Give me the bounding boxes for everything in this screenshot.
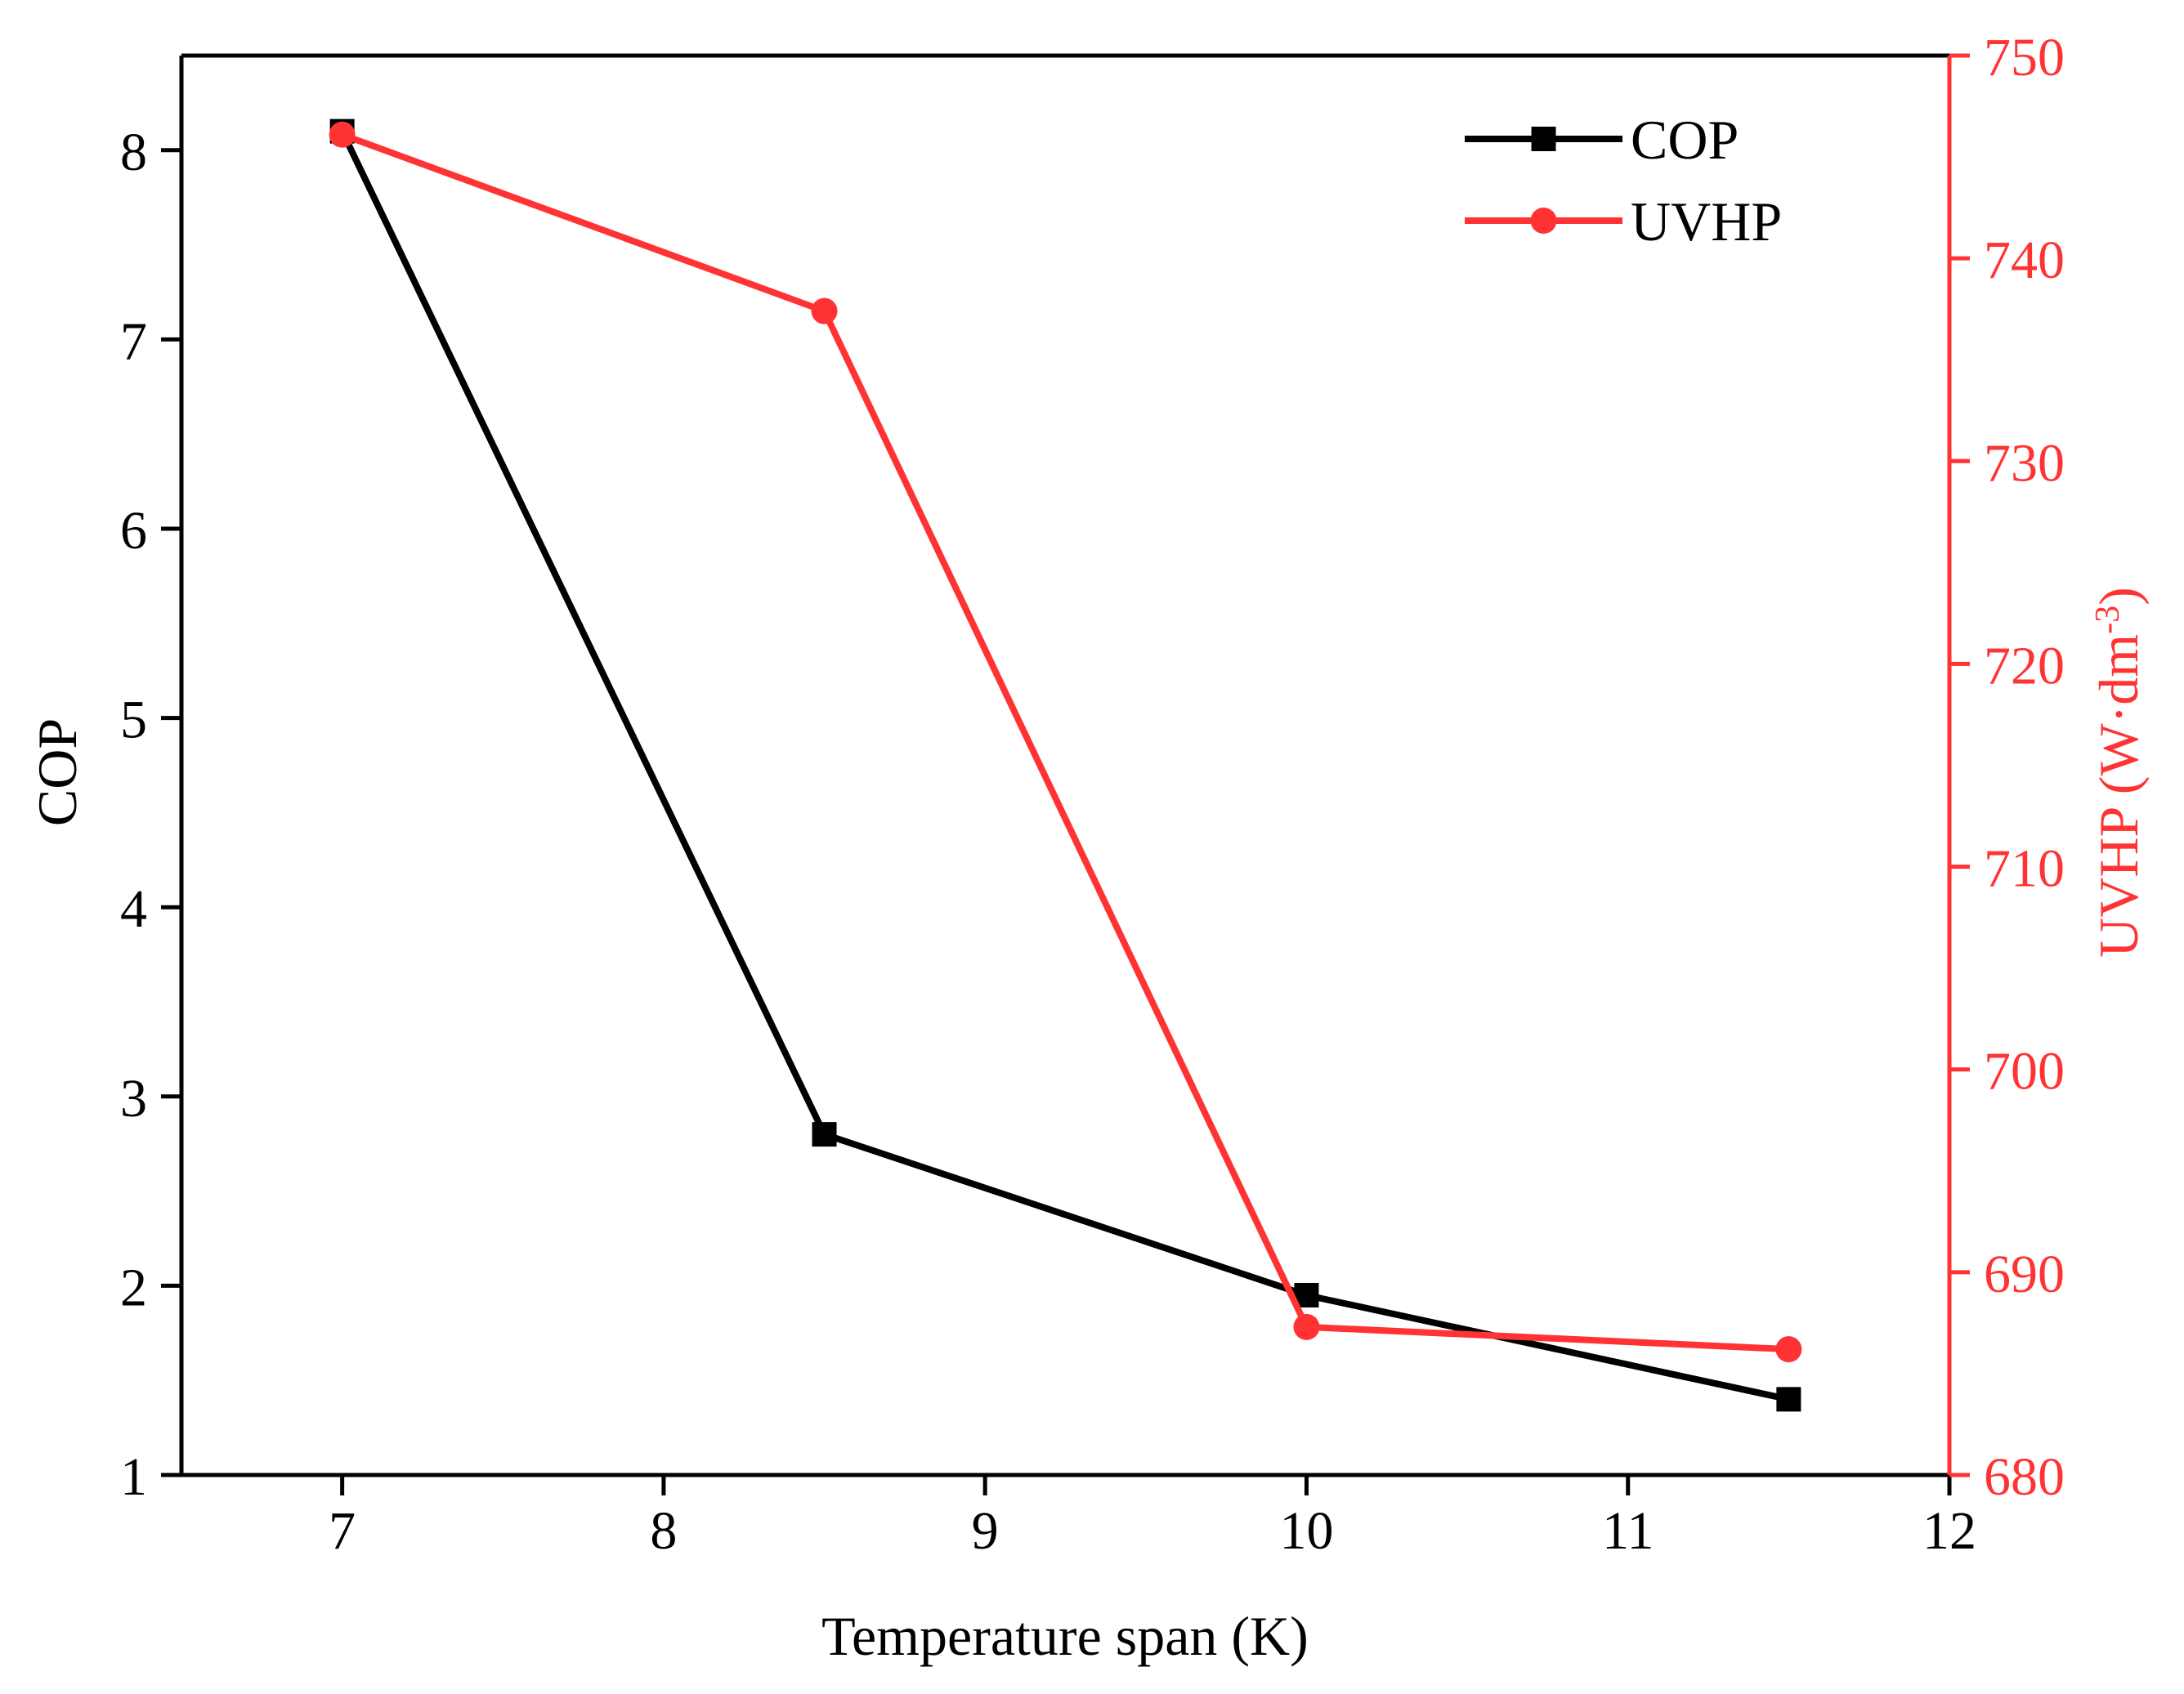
y-left-tick-label: 2 [120,1258,147,1317]
y-left-tick-label: 6 [120,501,147,561]
x-axis-title: Temperature span (K) [821,1605,1309,1667]
data-point-uvhp [811,297,838,324]
x-tick-label: 10 [1279,1501,1333,1561]
y-right-tick-label: 700 [1984,1042,2065,1102]
y-left-tick-label: 4 [120,879,147,939]
y-axis-left-title: COP [26,718,88,826]
data-point-uvhp [1775,1336,1802,1363]
y-axis-right-title-main: UVHP (W·dm [2088,634,2150,958]
series-line-uvhp [341,132,1789,1353]
x-tick-label: 9 [972,1501,999,1561]
x-tick-label: 11 [1602,1501,1654,1561]
data-point-uvhp [1293,1313,1320,1340]
series-layer [329,118,1802,1412]
legend-marker-cop [1531,127,1556,151]
y-right-tick-label: 730 [1984,433,2065,493]
x-tick-label: 12 [1922,1501,1976,1561]
y-right-tick-label: 720 [1984,636,2065,695]
x-tick-label: 7 [329,1501,356,1561]
y-right-tick-label: 710 [1984,839,2065,899]
series-line-cop [339,129,1790,1403]
y-left-tick-label: 8 [120,123,147,182]
data-point-cop [1776,1387,1801,1412]
data-point-cop [812,1122,837,1147]
y-axis-right-title-close: ) [2088,587,2150,606]
legend-label-uvhp: UVHP [1631,190,1782,253]
y-left-tick-label: 3 [120,1069,147,1129]
y-left-tick-label: 1 [120,1447,147,1507]
legend-label-cop: COP [1631,109,1739,171]
y-right-tick-label: 750 [1984,28,2065,87]
y-left-tick-label: 7 [120,311,147,371]
legend-marker-uvhp [1530,208,1557,234]
y-axis-right-title: UVHP (W·dm-3) [2088,587,2150,958]
y-right-tick-label: 740 [1984,230,2065,290]
data-point-uvhp [329,121,356,148]
axes-layer: 7 8 9 10 11 121234567868069070071072073074075… [120,28,2065,1561]
y-right-tick-label: 680 [1984,1447,2065,1507]
y-right-tick-label: 690 [1984,1245,2065,1304]
y-axis-right-title-sup: -3 [2089,606,2127,634]
legend: COP UVHP [1465,109,1782,253]
y-left-tick-label: 5 [120,691,147,750]
x-tick-label: 8 [650,1501,677,1561]
